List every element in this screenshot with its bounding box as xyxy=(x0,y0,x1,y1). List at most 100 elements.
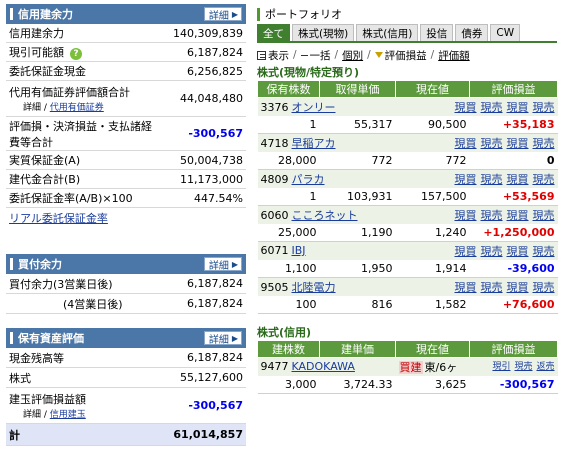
credit-row: 現引可能額? 6,187,824 xyxy=(6,43,246,62)
stock-qty: 1 xyxy=(257,187,320,206)
stock-cost: 816 xyxy=(319,295,396,314)
assets-panel: 保有資産評価 詳細 ▶ 現金残高等 6,187,824 株式 55,127,600 建… xyxy=(6,328,246,446)
trade-action-link[interactable]: 現売 xyxy=(480,244,503,258)
tab-all[interactable]: 全て xyxy=(257,24,290,41)
stock-name-link[interactable]: パラカ xyxy=(291,172,325,186)
trade-action-link[interactable]: 現売 xyxy=(532,280,555,294)
market-term-label: 東/6ヶ xyxy=(424,360,458,374)
stock-qty: 25,000 xyxy=(257,223,320,242)
margin-qty: 3,000 xyxy=(257,375,320,394)
stock-name-link[interactable]: KADOKAWA xyxy=(291,360,355,374)
stock-code: 6060 xyxy=(260,208,289,222)
trade-action-link[interactable]: 現売 xyxy=(480,136,503,150)
stock-cost: 103,931 xyxy=(319,187,396,206)
trade-action-link[interactable]: 現売 xyxy=(480,172,503,186)
trade-action-link[interactable]: 現買 xyxy=(506,136,529,150)
sort-value[interactable]: 評価額 xyxy=(438,49,470,62)
stock-cell: 6060 こころネット xyxy=(257,205,396,224)
chevron-right-icon: ▶ xyxy=(231,9,238,19)
stock-cell: 9477 KADOKAWA xyxy=(257,357,396,376)
stock-qty: 1,100 xyxy=(257,259,320,278)
credit-capacity-panel: 信用建余力 詳細 ▶ 信用建余力 140,309,839 現引可能額? 6,187,8… xyxy=(6,4,246,226)
stock-cost: 55,317 xyxy=(319,115,396,134)
stock-qty: 100 xyxy=(257,295,320,314)
trade-action-link[interactable]: 現買 xyxy=(454,280,477,294)
tab-bonds[interactable]: 債券 xyxy=(455,24,489,41)
stock-code: 6071 xyxy=(260,244,289,258)
stock-name-link[interactable]: オンリー xyxy=(291,100,336,114)
stock-price: 157,500 xyxy=(395,187,470,206)
trade-action-link[interactable]: 現買 xyxy=(454,136,477,150)
title-bar-icon xyxy=(257,7,260,21)
trade-action-link[interactable]: 現売 xyxy=(480,280,503,294)
stock-cell: 4809 パラカ xyxy=(257,169,396,188)
real-margin-rate-link[interactable]: リアル委託保証金率 xyxy=(9,212,108,225)
trade-action-link[interactable]: 現売 xyxy=(532,100,555,114)
tab-funds[interactable]: 投信 xyxy=(420,24,454,41)
chevron-right-icon: ▶ xyxy=(231,333,238,343)
individual-toggle[interactable]: 個別 xyxy=(342,49,364,62)
stock-pnl: +53,569 xyxy=(469,187,558,206)
buying-detail-button[interactable]: 詳細 ▶ xyxy=(203,257,242,272)
trade-action-link[interactable]: 現買 xyxy=(506,100,529,114)
trade-action-link[interactable]: 現売 xyxy=(480,208,503,222)
stock-name-link[interactable]: こころネット xyxy=(291,208,358,222)
trade-action-link[interactable]: 現買 xyxy=(454,100,477,114)
stock-name-row: 9505 北陸電力 現買 現売 現買 現売 xyxy=(257,277,558,296)
stock-pnl: +1,250,000 xyxy=(469,223,558,242)
header-bar-icon xyxy=(10,8,13,20)
credit-capacity-header: 信用建余力 詳細 ▶ xyxy=(6,4,246,24)
tab-cash-stocks[interactable]: 株式(現物) xyxy=(292,24,355,41)
portfolio-toolbar: 表示 / 一括 / 個別 / 評価損益 / 評価額 xyxy=(257,46,557,64)
table-row: 28,000 772 772 0 xyxy=(257,151,558,170)
tab-margin-stocks[interactable]: 株式(信用) xyxy=(356,24,419,41)
stock-code: 9505 xyxy=(260,280,289,294)
header-bar-icon xyxy=(10,258,13,270)
trade-action-link[interactable]: 現買 xyxy=(506,208,529,222)
bulk-toggle[interactable]: 一括 xyxy=(309,49,331,62)
stock-name-link[interactable]: 早稲アカ xyxy=(291,136,336,150)
trade-action-link[interactable]: 現買 xyxy=(454,244,477,258)
assets-detail-button[interactable]: 詳細 ▶ xyxy=(203,331,242,346)
table-header: 建株数 建単価 現在値 評価損益 xyxy=(257,340,558,358)
trade-action-link[interactable]: 現売 xyxy=(532,172,555,186)
trade-action-link[interactable]: 現買 xyxy=(506,280,529,294)
trade-action-link[interactable]: 現売 xyxy=(532,136,555,150)
stock-name-row: 4809 パラカ 現買 現売 現買 現売 xyxy=(257,169,558,188)
stock-name-row: 6060 こころネット 現買 現売 現買 現売 xyxy=(257,205,558,224)
margin-info-cell: 買建 東/6ヶ 現引 現売 返売 xyxy=(395,357,558,376)
trade-action-link[interactable]: 現買 xyxy=(454,172,477,186)
credit-row: 代用有価証券評価額合計 詳細 / 代用有価証券 44,048,480 xyxy=(6,81,246,117)
trade-action-link[interactable]: 現売 xyxy=(514,361,533,372)
position-type-badge: 買建 xyxy=(398,360,423,374)
trade-action-link[interactable]: 現売 xyxy=(480,100,503,114)
margin-positions-link[interactable]: 信用建玉 xyxy=(49,410,86,420)
stock-cell: 9505 北陸電力 xyxy=(257,277,396,296)
stock-actions: 現引 現売 返売 xyxy=(488,359,554,372)
trade-action-link[interactable]: 現買 xyxy=(506,172,529,186)
credit-detail-button[interactable]: 詳細 ▶ xyxy=(203,7,242,22)
stock-name-link[interactable]: 北陸電力 xyxy=(291,280,336,294)
portfolio-titlebar: ポートフォリオ xyxy=(257,4,557,24)
stock-pnl: 0 xyxy=(469,151,558,170)
trade-action-link[interactable]: 現売 xyxy=(532,208,555,222)
margin-price: 3,625 xyxy=(395,375,470,394)
trade-action-link[interactable]: 現買 xyxy=(506,244,529,258)
credit-row: 信用建余力 140,309,839 xyxy=(6,24,246,43)
stock-name-link[interactable]: IBJ xyxy=(291,244,306,258)
stock-cost: 772 xyxy=(319,151,396,170)
trade-action-link[interactable]: 返売 xyxy=(536,361,555,372)
sort-pnl[interactable]: 評価損益 xyxy=(384,49,427,62)
tab-cw[interactable]: CW xyxy=(490,24,521,41)
sort-down-icon xyxy=(374,52,383,58)
substitute-securities-link[interactable]: 代用有価証券 xyxy=(49,103,104,113)
question-icon[interactable]: ? xyxy=(70,48,82,60)
trade-action-link[interactable]: 現売 xyxy=(532,244,555,258)
stock-actions: 現買 現売 現買 現売 xyxy=(395,133,558,152)
margin-name-row: 9477 KADOKAWA 買建 東/6ヶ 現引 現売 返売 xyxy=(257,357,558,376)
collapse-icon xyxy=(300,54,308,56)
trade-action-link[interactable]: 現引 xyxy=(492,361,511,372)
trade-action-link[interactable]: 現買 xyxy=(454,208,477,222)
buying-row: 買付余力(3営業日後) 6,187,824 xyxy=(6,274,246,294)
buying-power-title: 買付余力 xyxy=(18,258,62,271)
